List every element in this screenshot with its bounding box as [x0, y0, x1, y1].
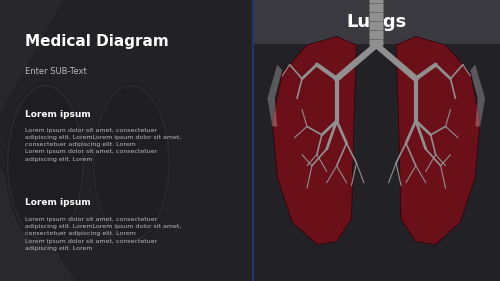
Text: Lungs: Lungs — [346, 13, 406, 31]
Text: Lorem ipsum dolor sit amet, consectetuer
adipiscing elit. LoremLorem ipsum dolor: Lorem ipsum dolor sit amet, consectetuer… — [25, 128, 182, 162]
Polygon shape — [268, 65, 282, 126]
Text: Medical Diagram: Medical Diagram — [25, 34, 169, 49]
Ellipse shape — [91, 81, 172, 244]
Bar — [370, 0, 383, 45]
Text: Lorem ipsum: Lorem ipsum — [25, 198, 91, 207]
Text: Lorem ipsum dolor sit amet, consectetuer
adipiscing elit. LoremLorem ipsum dolor: Lorem ipsum dolor sit amet, consectetuer… — [25, 217, 182, 251]
Polygon shape — [0, 169, 76, 281]
Text: Enter SUB-Text: Enter SUB-Text — [25, 67, 87, 76]
Polygon shape — [470, 65, 485, 126]
Bar — [252, 0, 500, 44]
Polygon shape — [0, 0, 63, 112]
Ellipse shape — [5, 81, 86, 244]
Text: Lorem ipsum: Lorem ipsum — [25, 110, 91, 119]
Polygon shape — [272, 37, 356, 244]
Polygon shape — [396, 37, 480, 244]
